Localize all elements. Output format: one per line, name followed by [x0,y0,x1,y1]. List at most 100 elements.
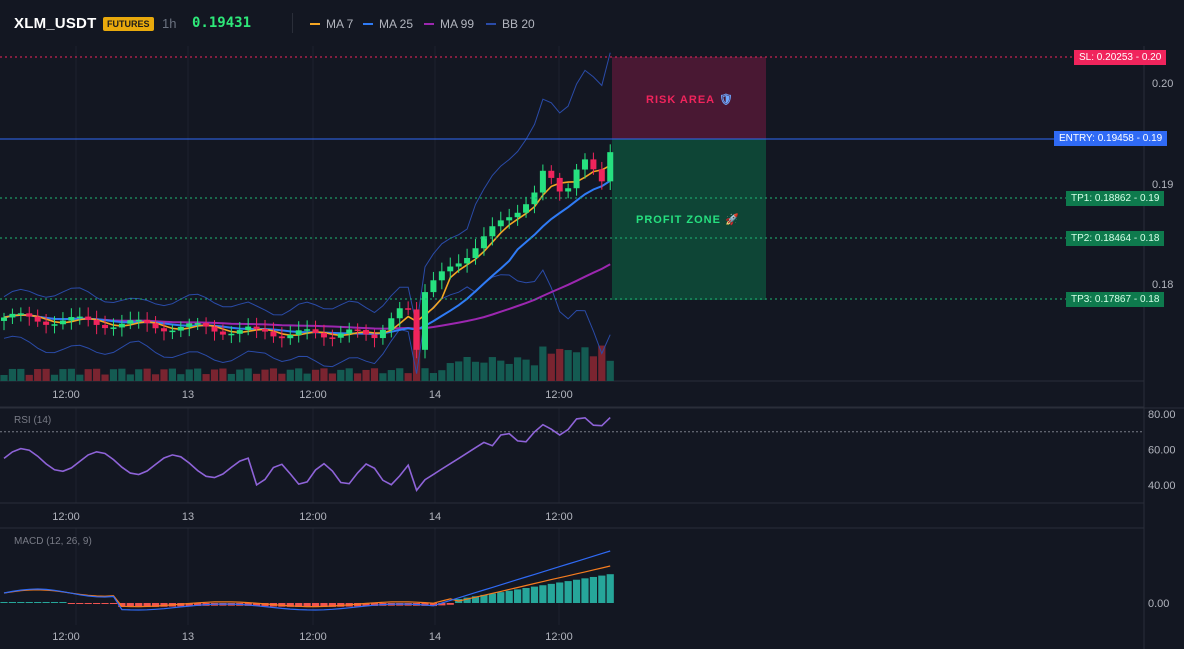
volume-bar [362,369,370,381]
volume-bar [311,369,320,381]
tp1-tag[interactable]: TP1: 0.18862 - 0.19 [1066,191,1165,206]
time-tick-label: 12:00 [52,389,80,401]
macd-histogram-bar [362,603,370,607]
candle-body [144,319,151,324]
candle-body [102,324,109,329]
time-tick-label: 12:00 [52,511,80,523]
price-tick-label: 0.20 [1152,78,1173,90]
volume-bar [185,369,193,381]
volume-bar [93,368,101,381]
entry-tag[interactable]: ENTRY: 0.19458 - 0.19 [1054,131,1168,146]
candle-body [531,192,538,205]
candle-body [506,217,513,221]
macd-histogram-bar [572,579,581,603]
macd-histogram-bar [370,603,379,606]
candle-body [211,326,218,332]
macd-histogram-bar [50,602,59,603]
profit-zone-box [612,139,766,300]
volume-bar [0,375,8,381]
volume-bar [463,357,471,381]
volume-bar [421,368,429,381]
macd-histogram-bar [160,603,168,607]
futures-badge: FUTURES [103,17,154,31]
sl-tag[interactable]: SL: 0.20253 - 0.20 [1074,50,1167,65]
profit-zone-label: PROFIT ZONE 🚀 [636,214,740,226]
candle-body [219,331,226,335]
candle-body [422,292,428,350]
macd-tick-label: 0.00 [1148,598,1169,610]
macd-line [3,550,611,611]
macd-histogram-bar [185,603,193,607]
candle-body [118,323,125,328]
volume-bar [396,368,404,381]
chart-header: XLM_USDT FUTURES 1h 0.19431 MA 7 MA 25 M… [0,0,1184,46]
volume-bar [438,370,446,381]
volume-bar [522,359,530,381]
candle-body [363,329,370,335]
macd-histogram-bar [93,603,101,604]
volume-bar [547,353,555,381]
legend-ma25[interactable]: MA 25 [363,17,413,31]
volume-bar [261,369,269,381]
timeframe-label[interactable]: 1h [162,16,177,31]
candle-body [253,326,260,330]
candle-body [312,329,319,333]
candle-body [160,328,167,332]
macd-histogram-bar [556,582,564,603]
candle-body [320,332,327,338]
candle-body [514,212,521,218]
ma7-swatch [310,23,320,25]
legend-bb20[interactable]: BB 20 [486,17,535,31]
last-price: 0.19431 [192,15,252,31]
candle-body [245,326,252,331]
time-tick-label: 13 [182,389,194,401]
macd-histogram-bar [480,594,488,603]
candle-body [278,336,285,339]
candle-body [186,323,193,327]
macd-histogram-bar [311,603,320,608]
legend-ma7[interactable]: MA 7 [310,17,353,31]
volume-bar [25,374,33,381]
candle-body [9,313,16,318]
price-tick-label: 0.19 [1152,179,1173,191]
macd-histogram-bar [497,592,505,603]
time-tick-label: 12:00 [545,631,573,643]
macd-histogram-bar [143,603,151,608]
volume-bar [404,373,412,381]
candle-body [413,309,420,350]
macd-histogram-bar [514,589,522,603]
symbol-name[interactable]: XLM_USDT [14,15,97,32]
candle-body [565,188,572,192]
candle-body [329,337,336,339]
candle-body [85,316,92,320]
macd-histogram-bar [598,575,606,603]
macd-histogram-bar [126,603,134,608]
volume-bar [59,369,67,381]
macd-histogram-bar [261,603,269,607]
volume-bar [143,368,151,381]
macd-histogram-bar [303,603,311,608]
macd-histogram-bar [25,602,33,603]
tp3-tag[interactable]: TP3: 0.17867 - 0.18 [1066,292,1165,307]
rsi-tick-label: 40.00 [1148,480,1176,492]
moving-averages [3,164,611,337]
volume-bar [320,368,328,381]
volume-bar [269,368,278,381]
candle-body [236,330,243,334]
macd-histogram-bar [0,602,8,603]
candle-body [295,330,302,335]
axes: 0.20 0.19 0.18 12:00 13 12:00 14 12:00 12:00 13 12… [52,78,1173,643]
tp2-tag[interactable]: TP2: 0.18464 - 0.18 [1066,231,1165,246]
legend-ma99[interactable]: MA 99 [424,17,474,31]
macd-histogram-bar [295,603,303,607]
header-divider [292,13,293,33]
candle-body [438,271,445,281]
volume-bar [514,357,522,381]
volume-bar [17,368,25,381]
macd-histogram-bar [194,603,202,606]
candle-body [76,316,83,319]
time-tick-label: 12:00 [545,389,573,401]
macd-histogram-bar [42,602,50,603]
macd-histogram-bar [328,603,336,607]
